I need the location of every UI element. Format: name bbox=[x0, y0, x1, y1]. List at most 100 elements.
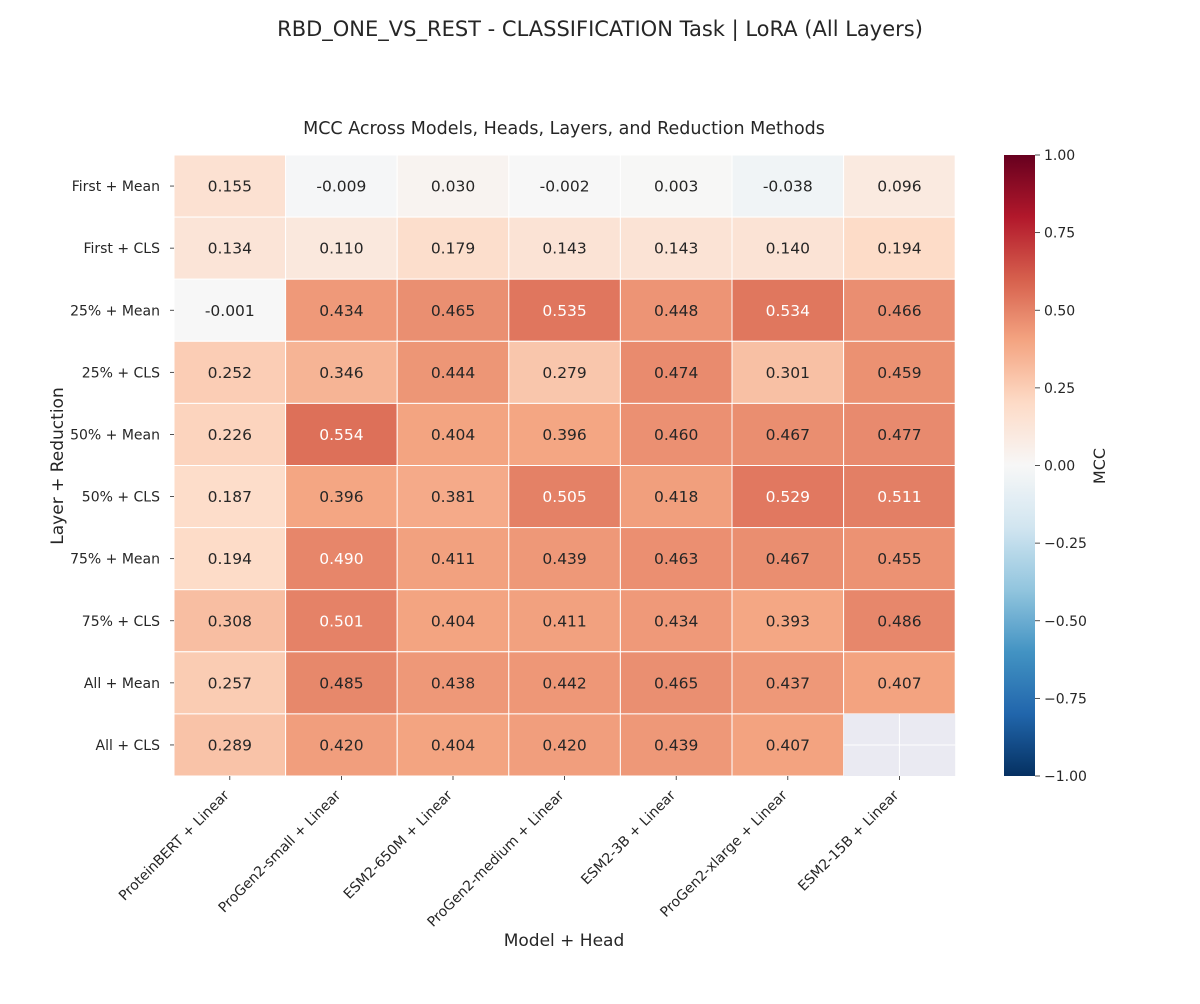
cell-value-label: 0.467 bbox=[766, 550, 810, 568]
cell-value-labels: 0.155 -0.009 0.030 -0.002 0.003 -0.038 0.096 0.… bbox=[205, 178, 922, 755]
heatmap-cell bbox=[396, 465, 510, 529]
cell-value-label: 0.529 bbox=[766, 488, 810, 506]
cell-value-label: 0.194 bbox=[877, 240, 921, 258]
y-tick-label: 25% + Mean bbox=[70, 303, 160, 319]
x-tick-label: ESM2-650M + Linear bbox=[341, 787, 456, 902]
y-tick-label: All + Mean bbox=[84, 676, 160, 692]
heatmap-cell bbox=[619, 527, 733, 591]
cell-value-label: 0.554 bbox=[319, 426, 363, 444]
cell-value-label: 0.442 bbox=[542, 674, 586, 692]
colorbar-tick-label: 0.75 bbox=[1044, 226, 1075, 242]
heatmap-cell bbox=[619, 465, 733, 529]
cell-value-label: 0.308 bbox=[208, 612, 252, 630]
figure-suptitle: RBD_ONE_VS_REST - CLASSIFICATION Task | … bbox=[277, 17, 923, 42]
cell-value-label: 0.438 bbox=[431, 674, 475, 692]
heatmap-cell bbox=[508, 589, 621, 653]
cell-value-label: 0.346 bbox=[319, 364, 363, 382]
cell-value-label: -0.001 bbox=[205, 302, 255, 320]
cell-value-label: 0.444 bbox=[431, 364, 475, 382]
cell-value-label: 0.477 bbox=[877, 426, 921, 444]
cell-value-label: -0.009 bbox=[316, 178, 366, 196]
heatmap-cell bbox=[731, 589, 845, 653]
cell-value-label: 0.455 bbox=[877, 550, 921, 568]
heatmap-cell bbox=[396, 216, 510, 280]
colorbar-tick-label: 0.50 bbox=[1044, 303, 1075, 319]
cell-value-label: 0.381 bbox=[431, 488, 475, 506]
cell-value-label: 0.460 bbox=[654, 426, 698, 444]
cell-value-label: 0.003 bbox=[654, 178, 698, 196]
x-axis-label: Model + Head bbox=[504, 931, 625, 951]
colorbar-tick-label: 0.00 bbox=[1044, 459, 1075, 475]
cell-value-label: 0.434 bbox=[319, 302, 363, 320]
heatmap-cell bbox=[508, 154, 621, 218]
y-tick-label: 25% + CLS bbox=[82, 365, 160, 381]
cell-value-label: -0.038 bbox=[763, 178, 813, 196]
cell-value-label: 0.485 bbox=[319, 674, 363, 692]
heatmap-cell bbox=[731, 216, 845, 280]
cell-value-label: 0.439 bbox=[654, 736, 698, 754]
heatmap-cell bbox=[731, 340, 845, 404]
y-tick-label: First + CLS bbox=[83, 241, 160, 257]
y-tick-label: First + Mean bbox=[72, 179, 160, 195]
cell-value-label: 0.420 bbox=[542, 736, 586, 754]
chart-title: MCC Across Models, Heads, Layers, and Re… bbox=[303, 119, 825, 139]
heatmap-cell bbox=[843, 589, 956, 653]
heatmap-cell bbox=[619, 278, 733, 342]
heatmap-cell bbox=[173, 713, 287, 777]
cell-value-label: 0.179 bbox=[431, 240, 475, 258]
cell-value-label: 0.407 bbox=[877, 674, 921, 692]
heatmap-cell bbox=[173, 527, 287, 591]
cell-value-label: 0.411 bbox=[542, 612, 586, 630]
x-tick-label: ProGen2-medium + Linear bbox=[424, 787, 567, 930]
heatmap-cell bbox=[396, 527, 510, 591]
cell-value-label: 0.134 bbox=[208, 240, 252, 258]
heatmap-cell bbox=[173, 154, 287, 218]
heatmap-cell bbox=[285, 278, 398, 342]
y-tick-label: 50% + Mean bbox=[70, 427, 160, 443]
cell-value-label: 0.110 bbox=[319, 240, 363, 258]
cell-value-label: 0.505 bbox=[542, 488, 586, 506]
cell-value-label: 0.486 bbox=[877, 612, 921, 630]
heatmap-cell bbox=[843, 527, 956, 591]
cell-value-label: 0.418 bbox=[654, 488, 698, 506]
cell-value-label: 0.490 bbox=[319, 550, 363, 568]
colorbar-label: MCC bbox=[1090, 448, 1109, 484]
heatmap-cell bbox=[508, 527, 621, 591]
x-tick-label: ESM2-15B + Linear bbox=[795, 787, 902, 894]
heatmap-cell bbox=[508, 340, 621, 404]
cell-value-label: 0.030 bbox=[431, 178, 475, 196]
heatmap-cell bbox=[843, 651, 956, 715]
heatmap-cell bbox=[173, 589, 287, 653]
cell-value-label: 0.448 bbox=[654, 302, 698, 320]
heatmap-cell bbox=[619, 154, 733, 218]
y-tick-label: 50% + CLS bbox=[82, 490, 160, 506]
cell-value-label: 0.404 bbox=[431, 426, 475, 444]
cell-value-label: 0.393 bbox=[766, 612, 810, 630]
y-axis-label: Layer + Reduction bbox=[48, 387, 68, 544]
cell-value-label: 0.155 bbox=[208, 178, 252, 196]
cell-value-label: 0.463 bbox=[654, 550, 698, 568]
cell-value-label: 0.466 bbox=[877, 302, 921, 320]
heatmap-cell bbox=[508, 278, 621, 342]
cell-value-label: 0.535 bbox=[542, 302, 586, 320]
x-tick-label: ProteinBERT + Linear bbox=[116, 787, 233, 904]
cell-value-label: 0.143 bbox=[542, 240, 586, 258]
colorbar-tick-label: −0.50 bbox=[1044, 614, 1087, 630]
cell-value-label: 0.279 bbox=[542, 364, 586, 382]
x-tick-label: ProGen2-xlarge + Linear bbox=[657, 787, 790, 920]
cell-value-label: 0.301 bbox=[766, 364, 810, 382]
heatmap-cell bbox=[285, 154, 398, 218]
heatmap-cell bbox=[843, 216, 956, 280]
cell-value-label: 0.420 bbox=[319, 736, 363, 754]
heatmap-cell bbox=[619, 589, 733, 653]
cell-value-label: 0.252 bbox=[208, 364, 252, 382]
heatmap-cell bbox=[843, 402, 956, 466]
y-tick-label: 75% + CLS bbox=[82, 614, 160, 630]
cell-value-label: 0.096 bbox=[877, 178, 921, 196]
heatmap-cell bbox=[396, 713, 510, 777]
cell-value-label: 0.467 bbox=[766, 426, 810, 444]
colorbar-tick-label: 1.00 bbox=[1044, 148, 1075, 164]
heatmap-cell bbox=[173, 465, 287, 529]
